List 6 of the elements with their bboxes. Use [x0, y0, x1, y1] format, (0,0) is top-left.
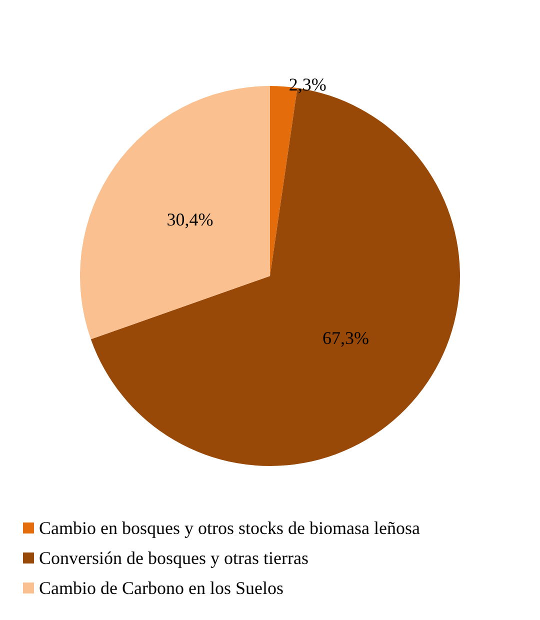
legend-label: Cambio en bosques y otros stocks de biomasa leñosa	[39, 518, 420, 538]
legend-label: Cambio de Carbono en los Suelos	[39, 578, 284, 598]
data-label: 2,3%	[288, 74, 326, 94]
data-label: 30,4%	[166, 209, 214, 230]
legend-label: Conversión de bosques y otras tierras	[39, 548, 308, 568]
data-label: 67,3%	[322, 328, 369, 348]
